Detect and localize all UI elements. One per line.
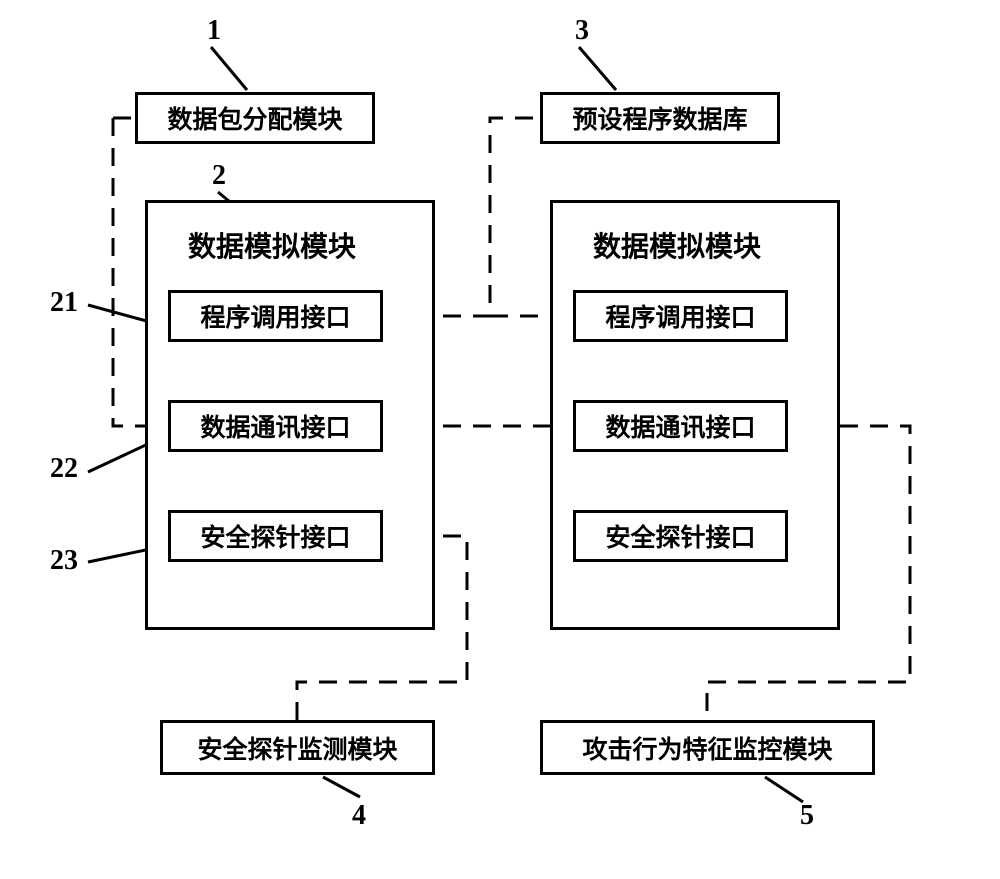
ref-label-n5: 5 [800, 800, 814, 832]
left-comm_if: 数据通讯接口 [168, 400, 383, 452]
diagram-canvas: 数据包分配模块预设程序数据库数据模拟模块数据模拟模块程序调用接口数据通讯接口安全… [0, 0, 1000, 879]
callout-line-c5 [765, 777, 803, 802]
callout-line-c4 [323, 777, 360, 797]
ref-label-n4: 4 [352, 800, 366, 832]
right-comm_if: 数据通讯接口 [573, 400, 788, 452]
box-preset-db: 预设程序数据库 [540, 92, 780, 144]
callout-line-c1 [211, 47, 247, 90]
box-packet-alloc: 数据包分配模块 [135, 92, 375, 144]
ref-label-n1: 1 [207, 15, 221, 47]
ref-label-n21: 21 [50, 287, 78, 319]
left-probe_if: 安全探针接口 [168, 510, 383, 562]
ref-label-n22: 22 [50, 453, 78, 485]
box-attack-monitor: 攻击行为特征监控模块 [540, 720, 875, 775]
right-probe_if: 安全探针接口 [573, 510, 788, 562]
ref-label-n3: 3 [575, 15, 589, 47]
callout-line-c3 [579, 47, 616, 90]
module-right-title: 数据模拟模块 [593, 225, 761, 265]
module-left-title: 数据模拟模块 [188, 225, 356, 265]
left-prog_if: 程序调用接口 [168, 290, 383, 342]
ref-label-n23: 23 [50, 545, 78, 577]
box-probe-monitor: 安全探针监测模块 [160, 720, 435, 775]
ref-label-n2: 2 [212, 160, 226, 192]
right-prog_if: 程序调用接口 [573, 290, 788, 342]
